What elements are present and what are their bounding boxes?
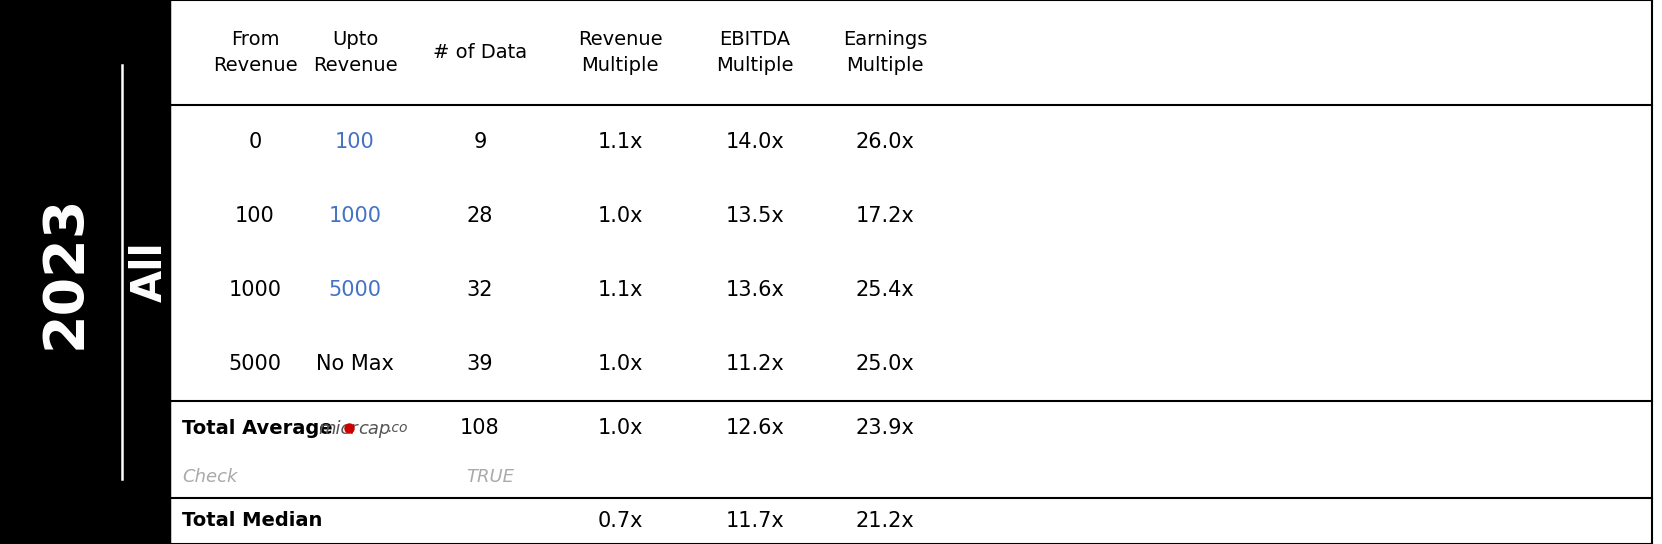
Text: Total Average: Total Average (183, 419, 332, 438)
Text: 23.9x: 23.9x (856, 418, 914, 438)
Text: From
Revenue: From Revenue (213, 30, 297, 75)
Text: 2023: 2023 (38, 195, 91, 349)
Text: 1.1x: 1.1x (597, 280, 643, 300)
Text: 13.6x: 13.6x (726, 280, 784, 300)
Text: 25.4x: 25.4x (856, 280, 914, 300)
Text: 1000: 1000 (329, 206, 382, 226)
Text: 5000: 5000 (228, 354, 281, 374)
Text: EBITDA
Multiple: EBITDA Multiple (716, 30, 794, 75)
Text: 9: 9 (474, 132, 487, 152)
Text: 32: 32 (467, 280, 494, 300)
Text: cap: cap (357, 419, 391, 437)
Text: 11.2x: 11.2x (726, 354, 784, 374)
Text: 1.1x: 1.1x (597, 132, 643, 152)
Text: 5000: 5000 (329, 280, 382, 300)
Text: 26.0x: 26.0x (856, 132, 914, 152)
Text: 14.0x: 14.0x (726, 132, 784, 152)
Text: 11.7x: 11.7x (726, 511, 784, 531)
Text: No Max: No Max (316, 354, 394, 374)
Text: Check: Check (183, 468, 238, 486)
Text: 0.7x: 0.7x (597, 511, 643, 531)
Text: Total Median: Total Median (183, 511, 322, 530)
Text: 1.0x: 1.0x (597, 354, 643, 374)
Text: Earnings
Multiple: Earnings Multiple (843, 30, 927, 75)
Text: .co: .co (387, 422, 407, 436)
Text: # of Data: # of Data (432, 43, 527, 62)
Text: All: All (128, 242, 171, 302)
Text: 25.0x: 25.0x (856, 354, 914, 374)
Text: 1.0x: 1.0x (597, 418, 643, 438)
Text: 108: 108 (460, 418, 500, 438)
Text: 12.6x: 12.6x (726, 418, 784, 438)
Text: 17.2x: 17.2x (856, 206, 914, 226)
Text: micr: micr (317, 419, 357, 437)
Text: Upto
Revenue: Upto Revenue (312, 30, 397, 75)
Text: 100: 100 (336, 132, 376, 152)
Text: 0: 0 (248, 132, 261, 152)
Text: 39: 39 (467, 354, 494, 374)
Text: 21.2x: 21.2x (856, 511, 914, 531)
Text: 28: 28 (467, 206, 494, 226)
Text: Revenue
Multiple: Revenue Multiple (578, 30, 663, 75)
Text: TRUE: TRUE (465, 468, 514, 486)
Text: 1000: 1000 (228, 280, 281, 300)
Bar (0, 0, 170, 544)
Text: 1.0x: 1.0x (597, 206, 643, 226)
Text: 100: 100 (234, 206, 274, 226)
Text: 13.5x: 13.5x (726, 206, 784, 226)
